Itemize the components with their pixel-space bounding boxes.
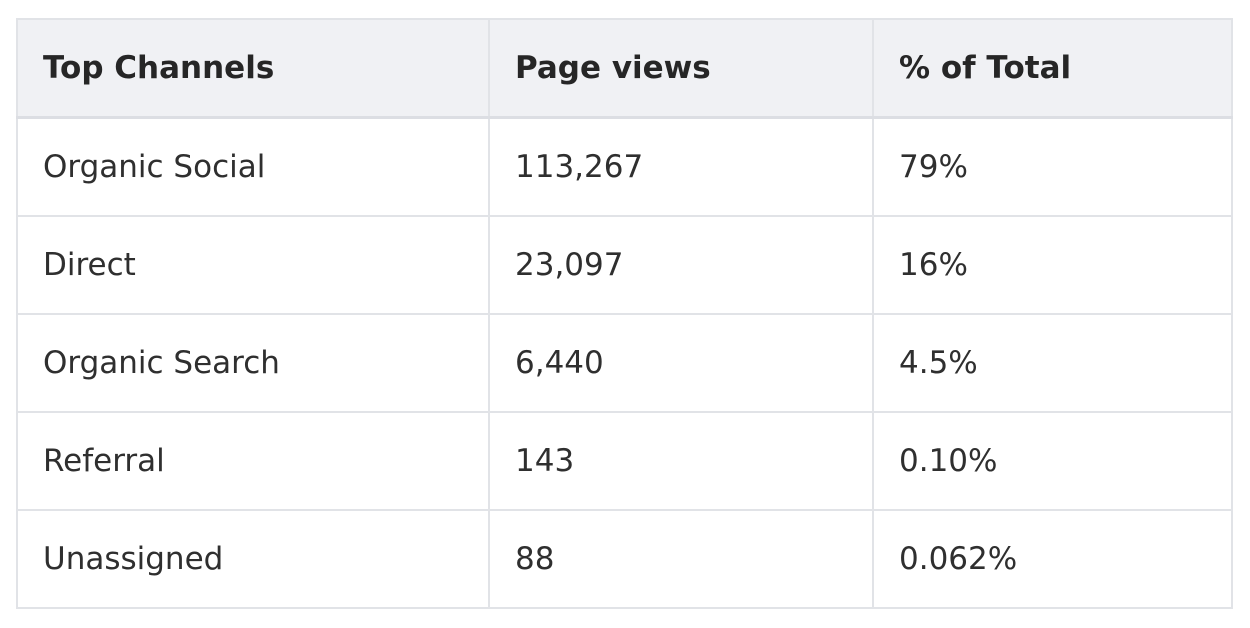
percent-cell: 0.062% xyxy=(872,509,1233,609)
table-row: Referral 143 0.10% xyxy=(16,411,1233,511)
percent-cell: 79% xyxy=(872,116,1233,217)
column-header-percent-of-total: % of Total xyxy=(872,18,1233,119)
column-header-page-views: Page views xyxy=(488,18,874,119)
percent-cell: 0.10% xyxy=(872,411,1233,511)
page-views-cell: 143 xyxy=(488,411,874,511)
table-row: Direct 23,097 16% xyxy=(16,215,1233,315)
channel-cell: Referral xyxy=(16,411,490,511)
header-row: Top Channels Page views % of Total xyxy=(16,18,1233,119)
percent-cell: 4.5% xyxy=(872,313,1233,413)
table-row: Organic Search 6,440 4.5% xyxy=(16,313,1233,413)
page-views-cell: 6,440 xyxy=(488,313,874,413)
top-channels-table: Top Channels Page views % of Total Organ… xyxy=(16,18,1233,609)
page-views-cell: 23,097 xyxy=(488,215,874,315)
page-views-cell: 113,267 xyxy=(488,116,874,217)
table-header: Top Channels Page views % of Total xyxy=(16,18,1233,119)
channel-cell: Unassigned xyxy=(16,509,490,609)
percent-cell: 16% xyxy=(872,215,1233,315)
channel-cell: Organic Search xyxy=(16,313,490,413)
channel-cell: Direct xyxy=(16,215,490,315)
page-views-cell: 88 xyxy=(488,509,874,609)
channels-table-container: Top Channels Page views % of Total Organ… xyxy=(16,18,1233,609)
column-header-top-channels: Top Channels xyxy=(16,18,490,119)
table-body: Organic Social 113,267 79% Direct 23,097… xyxy=(16,116,1233,609)
table-row: Organic Social 113,267 79% xyxy=(16,116,1233,217)
channel-cell: Organic Social xyxy=(16,116,490,217)
table-row: Unassigned 88 0.062% xyxy=(16,509,1233,609)
